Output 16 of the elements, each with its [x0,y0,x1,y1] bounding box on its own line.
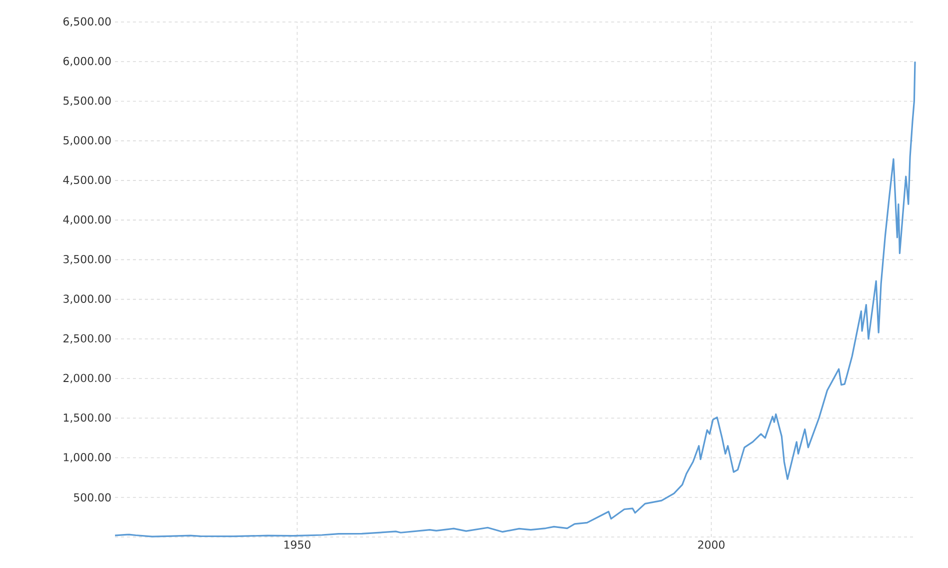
y-tick-label: 5,000.00 [64,136,111,146]
y-tick-label: 3,000.00 [64,294,111,304]
y-tick-label: 5,500.00 [64,96,111,106]
x-tick-label: 1950 [284,540,310,549]
y-tick-label: 2,000.00 [63,374,111,384]
y-tick-label: 2,500.00 [63,334,111,344]
y-tick-label: 4,500.00 [63,176,111,186]
y-tick-label: 1,000.00 [64,453,111,462]
y-tick-label: 3,500.00 [64,254,111,264]
y-tick-label: 1,500.00 [64,413,111,423]
y-tick-label: 6,500.00 [63,17,111,27]
y-tick-label: 6,000.00 [63,56,111,66]
line-series [114,60,916,538]
y-tick-label: 500.00 [74,493,111,502]
x-tick-label: 2000 [698,540,724,549]
y-tick-label: 4,000.00 [63,215,111,225]
